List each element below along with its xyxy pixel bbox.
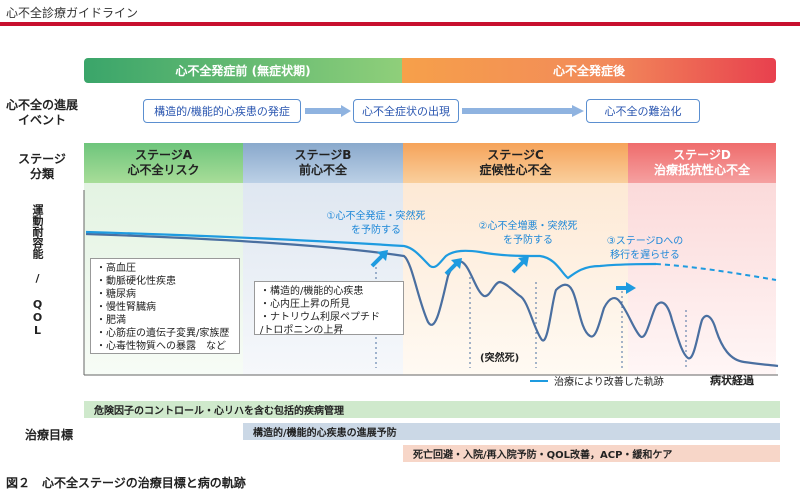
stage-row-label-line-1: ステージ: [18, 152, 66, 166]
annotation-goal-2-line-1: ②心不全増悪・突然死: [478, 221, 578, 232]
stage-d-desc: 治療抵抗性心不全: [653, 163, 750, 177]
annotation-goal-2: ②心不全増悪・突然死 を予防する: [468, 220, 588, 248]
stage-d-name: ステージD: [673, 148, 731, 162]
stage-row-label: ステージ 分類: [0, 152, 84, 182]
treatment-goal-prevention: 構造的/機能的心疾患の進展予防: [243, 423, 780, 440]
intervention-arrow-icon-3: [511, 256, 529, 274]
annotation-goal-1-line-2: を予防する: [351, 225, 401, 236]
stage-c-desc: 症候性心不全: [479, 163, 552, 177]
x-axis-label: 病状経過: [710, 374, 754, 387]
risk-factor-item: ・心毒性物質への暴露 など: [96, 341, 226, 352]
page-header: 心不全診療ガイドライン: [0, 0, 800, 30]
annotation-goal-1: ①心不全発症・突然死 を予防する: [316, 210, 436, 238]
intervention-arrow-icon-4: [616, 282, 636, 294]
risk-factor-item: ・慢性腎臓病: [96, 302, 156, 313]
stage-a-desc: 心不全リスク: [127, 163, 200, 177]
annotation-goal-3-line-2: 移行を遅らせる: [610, 250, 680, 261]
stage-d-header: ステージD 治療抵抗性心不全: [628, 143, 776, 183]
event-row-label-line-2: イベント: [17, 113, 66, 127]
event-arrow-icon-2: [462, 105, 584, 117]
risk-factor-item: ・糖尿病: [96, 289, 136, 300]
stage-b-desc: 前心不全: [298, 163, 347, 177]
banner-pre-onset: 心不全発症前 (無症状期): [84, 58, 402, 83]
risk-factor-item: ・心筋症の遺伝子変異/家族歴: [96, 328, 230, 339]
treatment-goal-comprehensive: 危険因子のコントロール・心リハを含む包括的疾病管理: [84, 401, 780, 418]
stage-a-header: ステージA 心不全リスク: [84, 143, 243, 183]
header-title: 心不全診療ガイドライン: [6, 6, 139, 20]
stage-c-name: ステージC: [487, 148, 544, 162]
event-arrow-icon-1: [305, 105, 351, 117]
y-axis-label: 運動耐容能 / QOL: [31, 203, 44, 337]
risk-factor-item: ・肥満: [96, 315, 126, 326]
finding-item: ・構造的/機能的心疾患: [260, 286, 364, 297]
treatment-row-label: 治療目標: [24, 428, 73, 442]
stage-b-findings: ・構造的/機能的心疾患 ・心内圧上昇の所見 ・ナトリウム利尿ペプチド /トロポニ…: [254, 281, 404, 336]
finding-item: ・ナトリウム利尿ペプチド: [260, 312, 380, 323]
annotation-goal-1-line-1: ①心不全発症・突然死: [326, 211, 426, 222]
event-structural-disease: 構造的/機能的心疾患の発症: [143, 99, 301, 123]
banner-post-onset: 心不全発症後: [402, 58, 776, 83]
event-symptom-onset: 心不全症状の出現: [353, 99, 459, 123]
stage-b-header: ステージB 前心不全: [243, 143, 403, 183]
figure-caption: 図２ 心不全ステージの治療目標と病の軌跡: [6, 476, 246, 490]
stage-b-name: ステージB: [294, 148, 352, 162]
finding-item: /トロポニンの上昇: [260, 325, 344, 336]
treatment-goal-outcomes: 死亡回避・入院/再入院予防・QOL改善，ACP・緩和ケア: [403, 445, 780, 462]
intervention-arrow-icon-1: [370, 250, 388, 268]
risk-factor-item: ・高血圧: [96, 263, 136, 274]
legend-line-icon: [530, 379, 548, 382]
header-rule: [0, 22, 800, 26]
improved-trajectory-curve: [85, 230, 657, 280]
natural-trajectory-curve: [85, 232, 779, 368]
risk-factor-item: ・動脈硬化性疾患: [96, 276, 176, 287]
intervention-arrow-icon-2: [444, 258, 462, 276]
finding-item: ・心内圧上昇の所見: [260, 299, 350, 310]
annotation-goal-3-line-1: ③ステージDへの: [606, 236, 684, 247]
stage-c-area: [403, 183, 628, 375]
stage-d-area: [628, 183, 776, 375]
stage-row-label-line-2: 分類: [29, 167, 54, 181]
improved-trajectory-projection: [655, 263, 777, 281]
stage-c-header: ステージC 症候性心不全: [403, 143, 628, 183]
sudden-death-label: (突然死): [480, 353, 520, 364]
legend: 治療により改善した軌跡: [530, 373, 664, 388]
annotation-goal-3: ③ステージDへの 移行を遅らせる: [590, 235, 700, 263]
event-refractory: 心不全の難治化: [586, 99, 700, 123]
legend-label: 治療により改善した軌跡: [554, 377, 664, 388]
stage-a-risk-factors: ・高血圧 ・動脈硬化性疾患 ・糖尿病 ・慢性腎臓病 ・肥満 ・心筋症の遺伝子変異…: [90, 258, 240, 354]
stage-a-name: ステージA: [134, 148, 193, 162]
event-row-label-line-1: 心不全の進展: [5, 98, 78, 112]
event-row-label: 心不全の進展 イベント: [0, 98, 84, 128]
annotation-goal-2-line-2: を予防する: [503, 235, 553, 246]
